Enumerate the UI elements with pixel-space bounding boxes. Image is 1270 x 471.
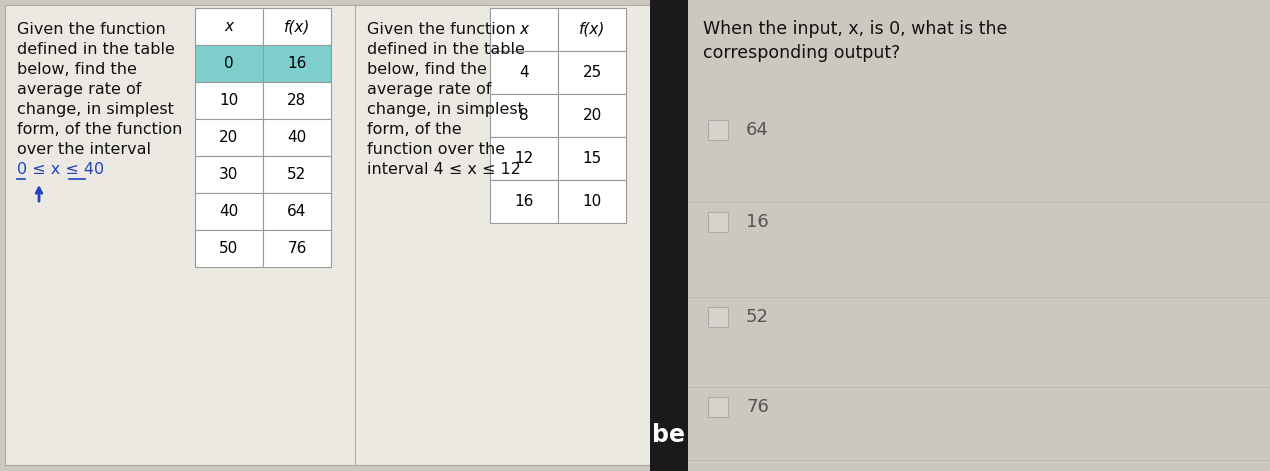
Bar — [558, 180, 626, 223]
Bar — [558, 94, 626, 137]
Text: 64: 64 — [745, 121, 768, 139]
Text: 12: 12 — [514, 151, 533, 166]
Text: below, find the: below, find the — [367, 62, 486, 77]
Text: function over the: function over the — [367, 142, 505, 157]
Text: corresponding output?: corresponding output? — [704, 44, 900, 62]
Bar — [263, 82, 331, 119]
Text: 0 ≤ x ≤ 40: 0 ≤ x ≤ 40 — [17, 162, 104, 177]
Text: f(x): f(x) — [283, 19, 310, 34]
Bar — [263, 8, 331, 45]
Text: defined in the table: defined in the table — [367, 42, 525, 57]
Text: f(x): f(x) — [579, 22, 606, 37]
Bar — [707, 307, 728, 327]
Bar — [707, 120, 728, 140]
Bar — [490, 8, 558, 51]
Text: 15: 15 — [583, 151, 602, 166]
Bar — [196, 156, 263, 193]
Text: 20: 20 — [220, 130, 239, 145]
Bar — [558, 137, 626, 180]
Text: Given the function: Given the function — [17, 22, 166, 37]
Text: x: x — [225, 19, 234, 34]
Text: 8: 8 — [519, 108, 528, 123]
Bar — [490, 180, 558, 223]
Text: 10: 10 — [220, 93, 239, 108]
Bar — [490, 94, 558, 137]
Bar — [196, 82, 263, 119]
Bar — [490, 137, 558, 180]
Text: When the input, x, is 0, what is the: When the input, x, is 0, what is the — [704, 20, 1007, 38]
Bar — [490, 51, 558, 94]
Bar — [558, 51, 626, 94]
Text: form, of the: form, of the — [367, 122, 461, 137]
Bar — [707, 397, 728, 417]
Bar — [263, 193, 331, 230]
Text: change, in simplest: change, in simplest — [367, 102, 523, 117]
Text: form, of the function: form, of the function — [17, 122, 183, 137]
Text: 20: 20 — [583, 108, 602, 123]
Bar — [196, 45, 263, 82]
Text: over the interval: over the interval — [17, 142, 151, 157]
Text: 76: 76 — [745, 398, 768, 416]
Text: 52: 52 — [287, 167, 306, 182]
Text: 16: 16 — [514, 194, 533, 209]
Text: x: x — [519, 22, 528, 37]
Text: interval 4 ≤ x ≤ 12: interval 4 ≤ x ≤ 12 — [367, 162, 521, 177]
Text: 30: 30 — [220, 167, 239, 182]
Bar — [263, 230, 331, 267]
Text: 40: 40 — [220, 204, 239, 219]
Text: 10: 10 — [583, 194, 602, 209]
Bar — [707, 212, 728, 232]
Text: be: be — [652, 423, 685, 447]
Text: 0: 0 — [225, 56, 234, 71]
Bar — [688, 0, 1270, 471]
Text: Given the function: Given the function — [367, 22, 516, 37]
Text: 28: 28 — [287, 93, 306, 108]
Bar — [196, 119, 263, 156]
Text: 16: 16 — [745, 213, 768, 231]
Text: 52: 52 — [745, 308, 770, 326]
Bar — [263, 45, 331, 82]
Bar — [196, 8, 263, 45]
Bar — [5, 5, 655, 465]
Text: defined in the table: defined in the table — [17, 42, 175, 57]
Text: 25: 25 — [583, 65, 602, 80]
Text: average rate of: average rate of — [367, 82, 491, 97]
Text: average rate of: average rate of — [17, 82, 141, 97]
Bar — [196, 193, 263, 230]
Bar — [263, 156, 331, 193]
Text: 64: 64 — [287, 204, 306, 219]
Text: 4: 4 — [519, 65, 528, 80]
Text: below, find the: below, find the — [17, 62, 137, 77]
Bar — [650, 0, 688, 471]
Text: 40: 40 — [287, 130, 306, 145]
Bar — [558, 8, 626, 51]
Bar — [263, 119, 331, 156]
Bar — [196, 230, 263, 267]
Text: change, in simplest: change, in simplest — [17, 102, 174, 117]
Text: 50: 50 — [220, 241, 239, 256]
Text: 16: 16 — [287, 56, 306, 71]
Text: 76: 76 — [287, 241, 306, 256]
